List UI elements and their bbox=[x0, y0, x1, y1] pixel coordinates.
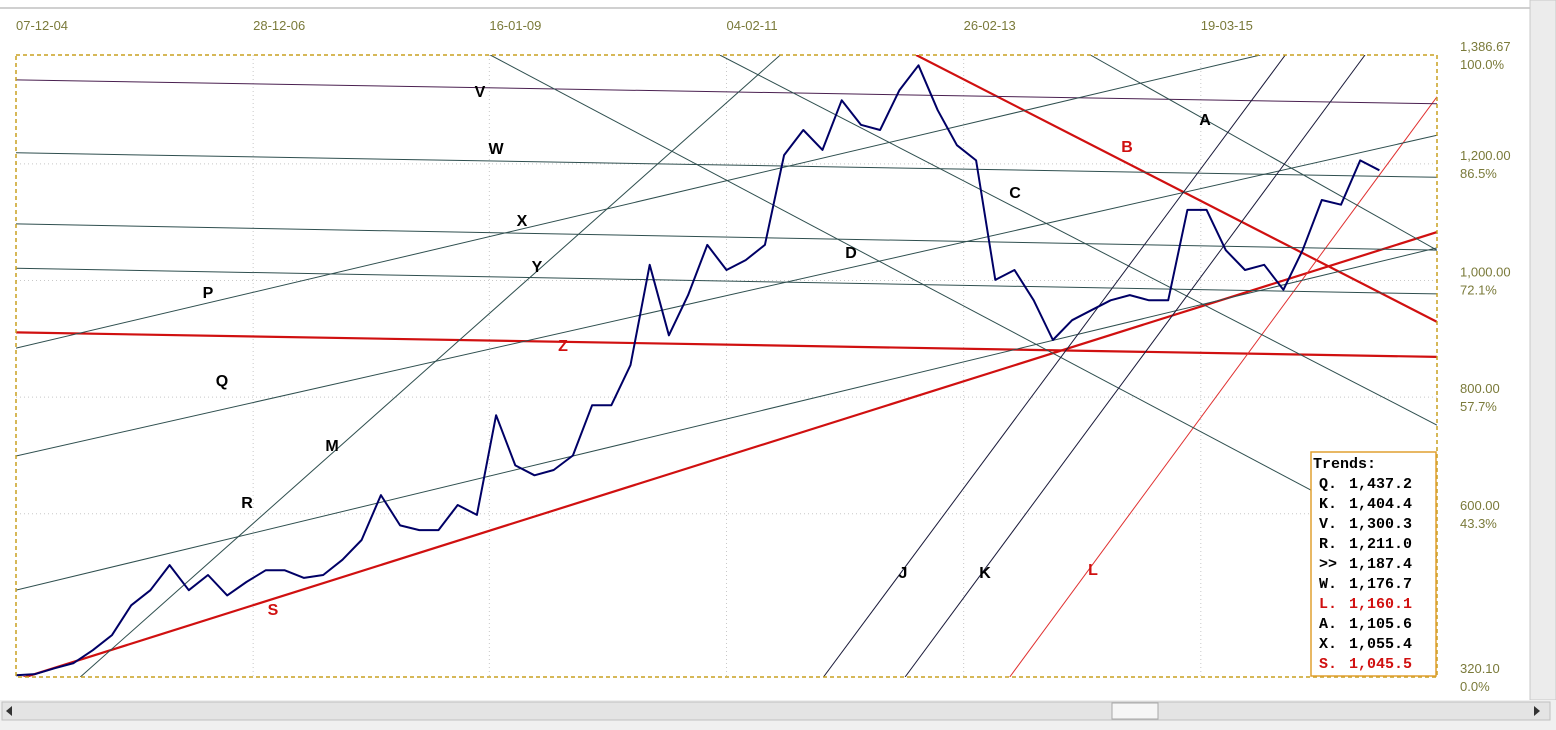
trend-label: V bbox=[475, 84, 486, 101]
trend-value: 1,300.3 bbox=[1349, 516, 1412, 533]
trends-title: Trends: bbox=[1313, 456, 1376, 473]
trend-value: 1,404.4 bbox=[1349, 496, 1412, 513]
trend-key: W. bbox=[1319, 576, 1337, 593]
trend-value: 1,055.4 bbox=[1349, 636, 1412, 653]
trend-label: B bbox=[1121, 139, 1133, 156]
trend-label: W bbox=[488, 141, 504, 158]
x-tick-label: 28-12-06 bbox=[253, 18, 305, 33]
trend-line bbox=[21, 231, 1437, 677]
trend-line bbox=[823, 55, 1286, 677]
y-tick-percent: 0.0% bbox=[1460, 679, 1490, 694]
trend-value: 1,105.6 bbox=[1349, 616, 1412, 633]
trend-key: A. bbox=[1319, 616, 1337, 633]
trend-line bbox=[16, 331, 1437, 358]
trend-label: D bbox=[845, 245, 857, 262]
scroll-thumb[interactable] bbox=[1111, 702, 1159, 720]
trend-line bbox=[490, 55, 1437, 558]
trend-label: C bbox=[1009, 185, 1021, 202]
trend-line bbox=[719, 55, 1437, 426]
y-tick-label: 1,200.00 bbox=[1460, 148, 1511, 163]
trend-label: R bbox=[241, 495, 253, 512]
trend-label: Q bbox=[216, 373, 228, 390]
trend-label: P bbox=[203, 285, 214, 302]
y-tick-percent: 100.0% bbox=[1460, 57, 1505, 72]
x-tick-label: 16-01-09 bbox=[489, 18, 541, 33]
trend-line bbox=[16, 247, 1437, 591]
trend-value: 1,160.1 bbox=[1349, 596, 1412, 613]
horizontal-scrollbar[interactable] bbox=[1, 701, 1551, 721]
trend-key: K. bbox=[1319, 496, 1337, 513]
y-tick-label: 1,386.67 bbox=[1460, 39, 1511, 54]
trend-key: >> bbox=[1319, 556, 1337, 573]
trend-line bbox=[1090, 55, 1437, 251]
y-tick-label: 1,000.00 bbox=[1460, 264, 1511, 279]
trend-key: Q. bbox=[1319, 476, 1337, 493]
scroll-left-arrow[interactable] bbox=[6, 706, 12, 716]
trend-line bbox=[1009, 96, 1437, 677]
trend-key: L. bbox=[1319, 596, 1337, 613]
trend-key: S. bbox=[1319, 656, 1337, 673]
trend-line bbox=[16, 79, 1437, 105]
trend-line bbox=[16, 134, 1437, 457]
trend-label: K bbox=[979, 565, 991, 582]
trend-line bbox=[16, 55, 1261, 349]
trend-key: V. bbox=[1319, 516, 1337, 533]
trend-label: Y bbox=[532, 259, 543, 276]
trend-line bbox=[16, 152, 1437, 178]
trend-label: J bbox=[899, 565, 908, 582]
trend-line bbox=[904, 55, 1366, 677]
trend-label: X bbox=[517, 213, 528, 230]
y-tick-label: 600.00 bbox=[1460, 498, 1500, 513]
x-tick-label: 26-02-13 bbox=[964, 18, 1016, 33]
trend-line bbox=[79, 55, 781, 677]
y-tick-label: 800.00 bbox=[1460, 381, 1500, 396]
trend-label: Z bbox=[558, 338, 568, 355]
trend-value: 1,437.2 bbox=[1349, 476, 1412, 493]
y-tick-label: 320.10 bbox=[1460, 661, 1500, 676]
trend-label: S bbox=[268, 602, 279, 619]
trend-line bbox=[915, 55, 1437, 323]
trend-key: R. bbox=[1319, 536, 1337, 553]
trend-value: 1,187.4 bbox=[1349, 556, 1412, 573]
trend-value: 1,211.0 bbox=[1349, 536, 1412, 553]
trend-value: 1,176.7 bbox=[1349, 576, 1412, 593]
trend-line bbox=[16, 267, 1437, 295]
trend-value: 1,045.5 bbox=[1349, 656, 1412, 673]
trend-label: M bbox=[325, 438, 338, 455]
scroll-right-arrow[interactable] bbox=[1534, 706, 1540, 716]
trend-label: A bbox=[1199, 112, 1211, 129]
x-tick-label: 04-02-11 bbox=[727, 18, 778, 33]
price-line bbox=[16, 64, 1380, 677]
y-tick-percent: 72.1% bbox=[1460, 282, 1497, 297]
vertical-scrollbar[interactable] bbox=[1529, 0, 1556, 701]
trends-box bbox=[1310, 451, 1437, 677]
y-tick-percent: 43.3% bbox=[1460, 516, 1497, 531]
x-tick-label: 07-12-04 bbox=[16, 18, 68, 33]
x-tick-label: 19-03-15 bbox=[1201, 18, 1253, 33]
y-tick-percent: 86.5% bbox=[1460, 166, 1497, 181]
y-tick-percent: 57.7% bbox=[1460, 399, 1497, 414]
trend-key: X. bbox=[1319, 636, 1337, 653]
trend-line bbox=[16, 223, 1437, 251]
plot-border bbox=[15, 54, 1438, 678]
trend-label: L bbox=[1088, 562, 1098, 579]
